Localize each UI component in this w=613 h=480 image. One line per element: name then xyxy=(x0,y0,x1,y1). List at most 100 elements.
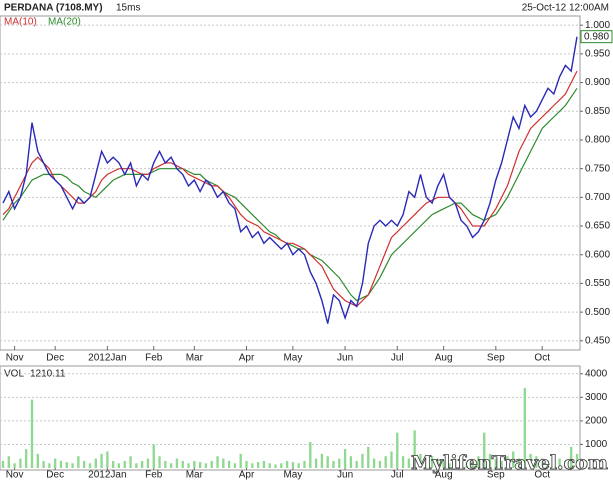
x-tick-label: Aug xyxy=(435,353,453,364)
volume-bar xyxy=(256,462,260,468)
y-tick-label: 0.900 xyxy=(585,77,610,88)
x-tick-label: Nov xyxy=(6,353,24,364)
legend-ma10: MA(10) xyxy=(4,17,37,28)
volume-bar xyxy=(332,460,335,468)
volume-bar xyxy=(216,456,219,468)
y-tick-label: 0.550 xyxy=(585,278,610,289)
volume-bar xyxy=(384,456,387,468)
y-tick-label: 0.850 xyxy=(585,106,610,117)
x-tick-label: Apr xyxy=(239,353,255,364)
volume-bar xyxy=(280,463,283,468)
x-tick-label: Feb xyxy=(145,470,163,480)
volume-bar xyxy=(500,460,503,468)
watermark: MylifenTravel.com xyxy=(411,452,608,474)
volume-bar xyxy=(529,453,532,468)
volume-tick-label: 2000 xyxy=(585,416,608,427)
volume-bar xyxy=(164,460,167,468)
volume-bar xyxy=(30,399,34,468)
volume-bar xyxy=(169,463,173,468)
volume-bar xyxy=(251,463,254,468)
volume-tick-label: 1000 xyxy=(585,439,608,450)
volume-bar xyxy=(25,449,28,468)
y-tick-label: 0.600 xyxy=(585,249,610,260)
x-tick-label: Mar xyxy=(186,470,204,480)
volume-bar xyxy=(523,387,526,468)
subtitle: 15ms xyxy=(116,3,140,14)
volume-bar xyxy=(465,462,468,468)
volume-bar xyxy=(372,458,376,468)
volume-bar xyxy=(512,451,515,468)
volume-bar xyxy=(204,463,208,468)
volume-bar xyxy=(517,458,521,468)
volume-bar xyxy=(570,446,573,468)
volume-label: VOL xyxy=(4,369,24,380)
volume-bar xyxy=(268,463,271,468)
volume-value: 1210.11 xyxy=(30,369,66,380)
volume-bar xyxy=(158,456,161,468)
x-tick-label: Sep xyxy=(487,353,505,364)
volume-bar xyxy=(152,444,155,468)
volume-bar xyxy=(48,463,51,468)
volume-bar xyxy=(488,453,492,468)
volume-bar xyxy=(65,462,68,468)
x-tick-label: Dec xyxy=(46,353,64,364)
volume-bar xyxy=(575,453,579,468)
volume-bar xyxy=(274,464,277,468)
volume-bar xyxy=(297,463,300,468)
price-line xyxy=(2,36,578,324)
x-tick-label: 2012Jan xyxy=(88,353,126,364)
volume-bar xyxy=(448,463,451,468)
volume-bar xyxy=(506,456,509,468)
volume-bar xyxy=(100,453,103,468)
x-tick-label: Apr xyxy=(239,470,255,480)
volume-tick-label: 4000 xyxy=(585,368,608,379)
volume-bar xyxy=(401,456,405,468)
volume-bar xyxy=(459,460,463,468)
volume-bar xyxy=(552,456,555,468)
volume-bar xyxy=(77,456,80,468)
volume-bar xyxy=(407,458,411,468)
last-value-box xyxy=(580,30,613,44)
volume-bar xyxy=(396,432,399,468)
volume-bar xyxy=(477,456,480,468)
x-tick-label: Nov xyxy=(6,470,24,480)
volume-bar xyxy=(338,458,341,468)
volume-bar xyxy=(471,460,474,468)
volume-bar xyxy=(454,458,457,468)
volume-bar xyxy=(390,451,393,468)
volume-tick-label: 3000 xyxy=(585,392,608,403)
volume-bar xyxy=(36,453,39,468)
volume-bar xyxy=(367,446,370,468)
volume-bar xyxy=(546,460,550,468)
volume-bar xyxy=(425,460,428,468)
volume-bar xyxy=(564,460,567,468)
x-tick-label: Jul xyxy=(391,470,404,480)
volume-bar xyxy=(198,462,202,468)
volume-pane xyxy=(0,365,581,471)
volume-bar xyxy=(88,463,92,468)
volume-bar xyxy=(378,460,382,468)
x-tick-label: Aug xyxy=(435,470,453,480)
last-value-label: 0.980 xyxy=(584,31,609,42)
volume-bar xyxy=(181,460,184,468)
volume-bar xyxy=(123,460,126,468)
volume-bar xyxy=(285,460,289,468)
volume-bar xyxy=(71,463,74,468)
volume-bar xyxy=(558,458,561,468)
x-tick-label: Dec xyxy=(46,470,64,480)
volume-bar xyxy=(245,460,248,468)
volume-bar xyxy=(19,458,22,468)
volume-bar xyxy=(320,453,324,468)
volume-bar xyxy=(349,456,353,468)
volume-bar xyxy=(7,456,10,468)
volume-bar xyxy=(309,442,312,468)
volume-bar xyxy=(483,432,486,468)
volume-bar xyxy=(227,460,231,468)
price-line xyxy=(2,87,578,302)
volume-bar xyxy=(146,458,150,468)
volume-bar xyxy=(361,453,364,468)
volume-bar xyxy=(430,456,434,468)
x-tick-label: Sep xyxy=(487,470,505,480)
